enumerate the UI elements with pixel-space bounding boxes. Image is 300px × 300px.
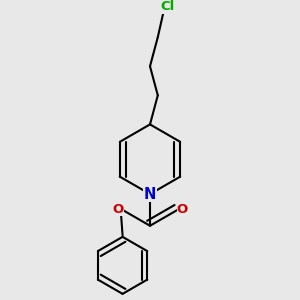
Text: O: O [113,203,124,216]
Text: Cl: Cl [160,0,174,13]
Text: O: O [177,203,188,216]
Text: N: N [144,187,156,202]
